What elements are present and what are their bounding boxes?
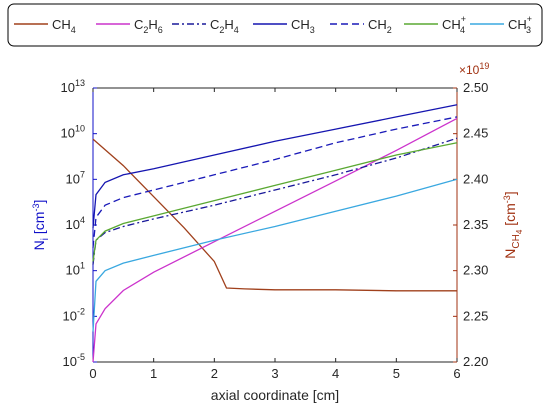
series-line-ch3-plus (92, 178, 458, 332)
x-tick-label: 6 (453, 366, 460, 381)
y-tick-label-right: 2.25 (463, 308, 488, 323)
y-tick-label-right: 2.40 (463, 171, 488, 186)
series-line-c2h6 (92, 117, 458, 363)
y-tick-label-left: 10-2 (63, 306, 85, 323)
x-tick-label: 1 (150, 366, 157, 381)
y-tick-label-right: 2.50 (463, 80, 488, 95)
series-line-ch2 (92, 116, 458, 248)
x-tick-label: 5 (393, 366, 400, 381)
legend-label: CH+ 3 (508, 14, 532, 35)
y-tick-label-left: 104 (66, 215, 85, 232)
y-axis-label-right: NCH4 [cm-3] (502, 191, 524, 258)
y-tick-label-left: 1013 (61, 78, 85, 95)
y-tick-label-left: 107 (66, 169, 85, 186)
y-tick-label-right: 2.30 (463, 263, 488, 278)
legend-label: CH2 (368, 17, 392, 35)
series-line-ch3 (92, 104, 458, 229)
x-tick-label: 2 (211, 366, 218, 381)
y-tick-label-right: 2.45 (463, 126, 488, 141)
series-line-c2h4 (92, 137, 458, 265)
legend-label: CH3 (291, 17, 315, 35)
series-line-ch4-plus (92, 142, 458, 262)
plot-area (92, 87, 458, 363)
y-tick-label-right: 2.20 (463, 354, 488, 369)
x-axis-label: axial coordinate [cm] (211, 387, 339, 403)
legend-label: C2H4 (210, 17, 239, 35)
x-tick-label: 0 (89, 366, 96, 381)
y-tick-label-left: 101 (66, 261, 85, 278)
y-tick-label-left: 10-5 (63, 352, 85, 369)
legend-box (7, 3, 543, 47)
legend: CH4 C2H6 C2H4 CH3 CH2 CH+ 4 CH+ 3 (14, 14, 532, 35)
y-tick-label-left: 1010 (61, 124, 85, 141)
axis-labels: 0 1 2 3 4 5 6 1013 1010 107 104 101 10-2 10-5 2.20 2.25… (31, 61, 524, 403)
right-axis-multiplier: ×1019 (459, 61, 489, 77)
x-tick-label: 3 (271, 366, 278, 381)
series-line-ch4 (92, 138, 457, 292)
legend-label: CH+ 4 (442, 14, 466, 35)
y-tick-label-right: 2.35 (463, 217, 488, 232)
x-tick-label: 4 (332, 366, 339, 381)
legend-label: C2H6 (134, 17, 163, 35)
y-axis-label-left: Ni [cm-3] (31, 200, 51, 251)
legend-label: CH4 (52, 17, 76, 35)
